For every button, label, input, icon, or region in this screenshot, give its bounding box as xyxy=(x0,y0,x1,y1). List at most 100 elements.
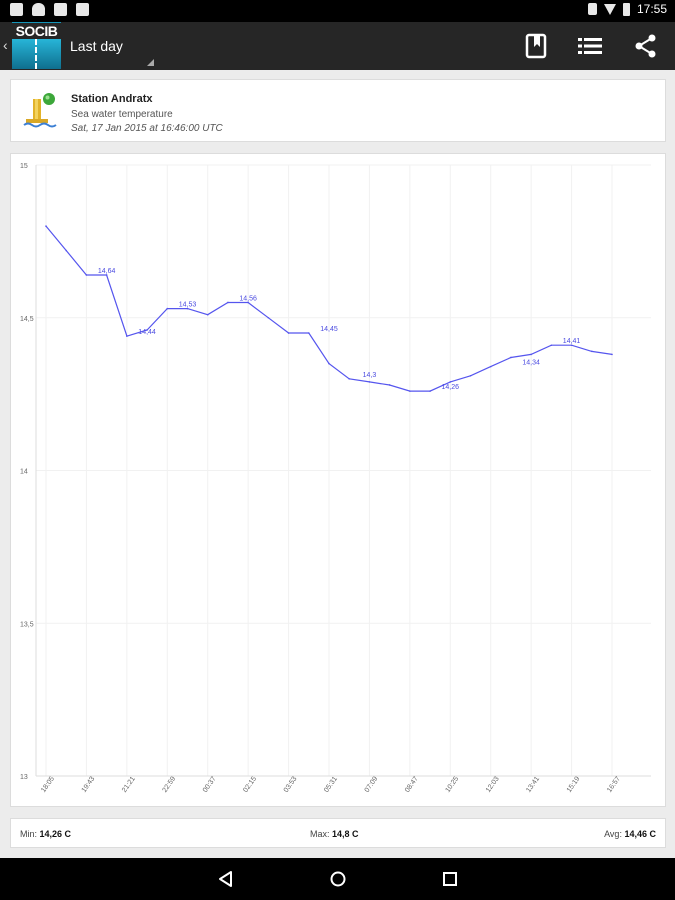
period-label: Last day xyxy=(70,38,123,54)
data-point xyxy=(368,381,371,383)
y-tick-label: 13 xyxy=(20,774,28,781)
data-label: 14,56 xyxy=(239,295,257,302)
station-variable: Sea water temperature xyxy=(71,109,173,120)
image-icon xyxy=(10,3,23,16)
stat-min-value: 14,26 C xyxy=(39,829,72,839)
period-spinner[interactable]: Last day xyxy=(70,22,154,70)
wifi-icon xyxy=(603,3,616,15)
x-tick-label: 02:15 xyxy=(242,775,258,793)
socib-logo[interactable]: SOCIB xyxy=(12,22,61,69)
data-point xyxy=(550,344,553,347)
data-point xyxy=(287,332,290,334)
app-bar: ‹ SOCIB Last day xyxy=(0,22,675,70)
data-point xyxy=(469,374,472,377)
data-point xyxy=(348,378,351,380)
clock: 17:55 xyxy=(636,2,667,16)
stats-bar: Min: 14,26 C Max: 14,8 C Avg: 14,46 C xyxy=(10,818,666,848)
data-point xyxy=(570,344,573,347)
data-point xyxy=(489,365,492,368)
data-label: 14,3 xyxy=(363,372,377,379)
data-point xyxy=(449,381,452,383)
buoy-station-icon xyxy=(23,93,57,128)
bookmark-icon[interactable] xyxy=(522,32,550,60)
home-icon[interactable] xyxy=(328,869,348,889)
status-bar: 17:55 xyxy=(0,0,675,22)
data-point xyxy=(510,356,512,359)
data-point xyxy=(267,316,270,319)
station-card: Station Andratx Sea water temperature Sa… xyxy=(10,79,666,142)
stat-avg: Avg: 14,46 C xyxy=(604,829,656,839)
x-tick-label: 05:31 xyxy=(323,775,339,793)
data-point xyxy=(186,307,189,310)
data-label: 14,45 xyxy=(320,326,338,333)
back-icon[interactable] xyxy=(216,869,236,889)
data-point xyxy=(530,353,532,356)
data-point xyxy=(146,329,148,331)
system-icons: 17:55 xyxy=(587,2,667,16)
x-tick-label: 15:19 xyxy=(566,775,582,793)
data-point xyxy=(126,335,128,337)
data-point xyxy=(590,350,593,353)
x-tick-label: 03:53 xyxy=(283,775,299,793)
station-date: Sat, 17 Jan 2015 at 16:46:00 UTC xyxy=(71,123,223,134)
x-tick-label: 22:59 xyxy=(161,775,177,793)
data-point xyxy=(206,313,209,316)
data-point xyxy=(227,301,229,304)
stat-avg-label: Avg: xyxy=(604,829,622,839)
y-tick-label: 13,5 xyxy=(20,621,34,628)
temperature-chart: 15 14,5 14 13,5 13 18:05 19:43 21:21 22:59 00:37 0… xyxy=(20,163,651,794)
data-label: 14,64 xyxy=(98,268,116,275)
up-chevron-icon[interactable]: ‹ xyxy=(3,37,8,53)
spinner-triangle-icon xyxy=(147,59,154,66)
data-point xyxy=(166,307,169,310)
data-point xyxy=(307,332,310,334)
x-tick-label: 16:57 xyxy=(606,775,622,793)
data-point xyxy=(105,274,108,276)
list-icon[interactable] xyxy=(576,32,604,60)
stat-max-label: Max: xyxy=(310,829,330,839)
data-point xyxy=(45,225,47,227)
x-tick-label: 21:21 xyxy=(121,775,137,793)
share-icon[interactable] xyxy=(632,32,660,60)
station-name: Station Andratx xyxy=(71,93,153,105)
bag-icon xyxy=(54,3,67,16)
navigation-bar xyxy=(0,858,675,900)
data-label: 14,26 xyxy=(442,384,460,391)
chart-card: 15 14,5 14 13,5 13 18:05 19:43 21:21 22:59 00:37 0… xyxy=(10,153,666,807)
x-tick-label: 13:41 xyxy=(525,775,541,793)
data-point xyxy=(409,390,411,392)
stat-avg-value: 14,46 C xyxy=(624,829,656,839)
data-point xyxy=(85,274,88,276)
cloud-icon xyxy=(32,3,45,16)
stat-max-value: 14,8 C xyxy=(332,829,359,839)
logo-text: SOCIB xyxy=(12,23,61,39)
data-point xyxy=(247,301,249,304)
data-point xyxy=(429,390,431,392)
battery-icon xyxy=(622,2,630,16)
x-tick-label: 18:05 xyxy=(40,775,56,793)
stat-min: Min: 14,26 C xyxy=(20,829,71,839)
x-tick-label: 07:09 xyxy=(364,775,380,793)
y-tick-label: 15 xyxy=(20,163,28,170)
data-label: 14,34 xyxy=(522,360,540,367)
stat-min-label: Min: xyxy=(20,829,38,839)
x-tick-label: 08:47 xyxy=(404,775,420,793)
x-tick-label: 12:03 xyxy=(485,775,501,793)
data-label: 14,53 xyxy=(179,302,197,309)
data-point xyxy=(611,353,613,356)
data-label: 14,44 xyxy=(138,329,156,336)
stat-max: Max: 14,8 C xyxy=(310,829,359,839)
recent-apps-icon[interactable] xyxy=(440,869,460,889)
x-tick-label: 00:37 xyxy=(202,775,218,793)
x-tick-label: 10:25 xyxy=(444,775,460,793)
briefcase-icon xyxy=(76,3,89,16)
notification-icons xyxy=(10,3,89,16)
data-point xyxy=(388,384,391,386)
y-tick-label: 14 xyxy=(20,469,28,476)
data-label: 14,41 xyxy=(563,338,581,345)
vibrate-icon xyxy=(587,3,597,15)
x-tick-label: 19:43 xyxy=(81,775,97,793)
logo-dash xyxy=(35,39,37,69)
y-tick-label: 14,5 xyxy=(20,316,34,323)
data-point xyxy=(328,362,330,365)
